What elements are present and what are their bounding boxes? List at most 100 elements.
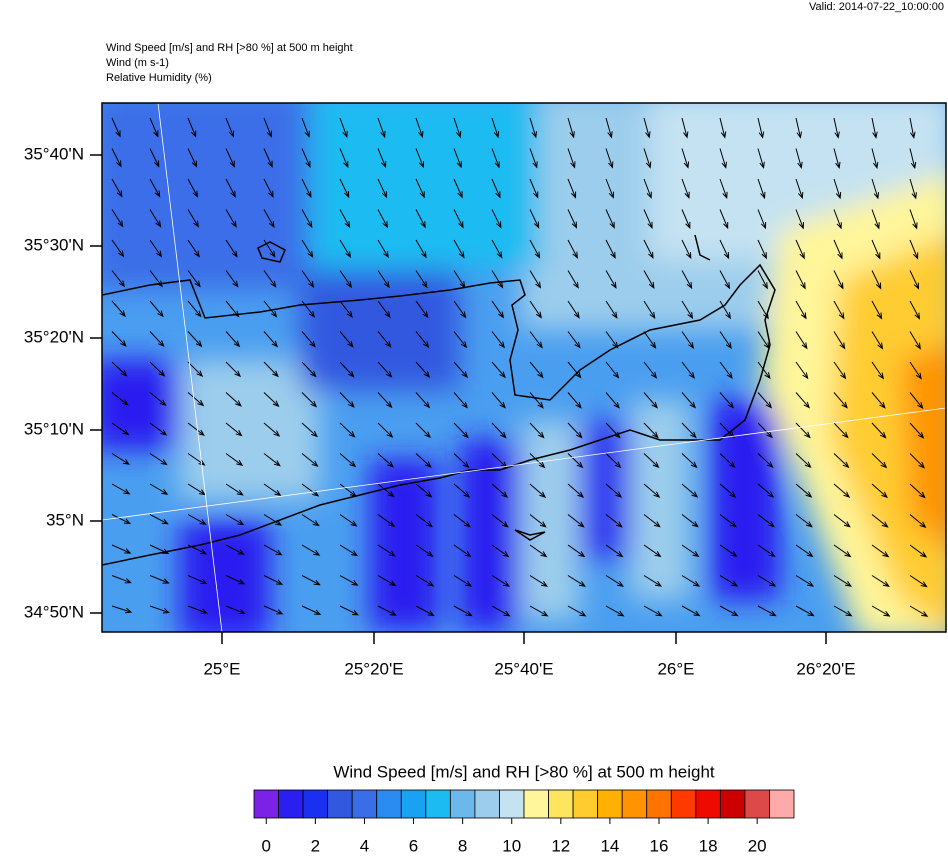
wind-arrow	[681, 148, 690, 169]
wind-arrow	[111, 361, 128, 377]
colorbar-tick-label: 4	[360, 836, 369, 854]
wind-arrow	[225, 270, 239, 288]
wind-arrow	[111, 270, 126, 288]
wind-arrow	[605, 605, 625, 617]
wind-arrow	[453, 392, 468, 409]
wind-arrow	[263, 575, 284, 585]
wind-arrow	[301, 300, 316, 318]
wind-arrow	[377, 148, 387, 169]
colorbar-swatch	[744, 789, 770, 819]
wind-arrow	[909, 575, 928, 588]
wind-arrow	[529, 392, 544, 409]
wind-arrow	[187, 239, 200, 258]
wind-arrow	[149, 300, 164, 318]
wind-arrow	[681, 270, 693, 290]
wind-arrow	[415, 209, 426, 229]
wind-arrow	[225, 514, 245, 526]
wind-arrow	[263, 209, 275, 228]
wind-arrow	[415, 544, 434, 557]
wind-arrow	[757, 209, 767, 230]
wind-arrow	[263, 117, 272, 138]
wind-arrow	[415, 331, 430, 349]
wind-arrow	[339, 544, 359, 557]
wind-arrow	[301, 361, 317, 378]
wind-arrow	[491, 483, 509, 498]
wind-arrow	[909, 422, 925, 439]
wind-arrow	[377, 331, 392, 348]
wind-arrow	[453, 605, 473, 617]
wind-arrow	[757, 544, 776, 558]
wind-arrow	[453, 483, 471, 498]
wind-arrow	[491, 239, 503, 259]
wind-arrow	[225, 453, 244, 467]
wind-arrow	[453, 514, 471, 528]
wind-arrow	[643, 422, 659, 439]
wind-arrow	[567, 514, 585, 528]
wind-arrow	[111, 392, 129, 406]
wind-arrow	[757, 270, 768, 290]
wind-arrow	[681, 575, 701, 587]
wind-arrow	[795, 605, 815, 617]
wind-arrow	[719, 300, 732, 320]
wind-arrow	[719, 270, 731, 290]
wind-arrow	[681, 392, 696, 409]
wind-arrow	[225, 209, 237, 228]
wind-arrow	[453, 300, 467, 319]
wind-arrow	[643, 117, 651, 139]
wind-arrow	[795, 544, 814, 558]
wind-arrow	[491, 300, 505, 319]
wind-arrow	[605, 361, 620, 379]
wind-arrow	[833, 331, 846, 350]
wind-arrow	[187, 361, 204, 377]
colorbar-swatch	[376, 789, 402, 819]
wind-arrow	[871, 483, 888, 499]
wind-arrow	[491, 270, 504, 289]
colorbar-swatch	[695, 789, 721, 819]
wind-arrow	[795, 209, 804, 230]
wind-arrow	[681, 300, 694, 320]
wind-arrow	[453, 361, 468, 379]
wind-arrow	[757, 575, 777, 587]
wind-arrow	[795, 117, 802, 139]
wind-arrow	[567, 270, 579, 289]
wind-arrow	[795, 514, 813, 528]
wind-arrow	[871, 148, 879, 170]
wind-arrow	[643, 575, 663, 587]
wind-arrow	[453, 544, 472, 558]
wind-arrow	[453, 239, 465, 259]
wind-arrow	[833, 178, 842, 200]
wind-arrow	[491, 361, 506, 379]
wind-arrow	[567, 361, 582, 379]
wind-arrow	[415, 605, 435, 617]
wind-arrow	[719, 514, 737, 528]
wind-arrow	[149, 239, 163, 258]
wind-arrow	[605, 392, 620, 409]
wind-arrow	[187, 209, 199, 228]
wind-arrow	[491, 148, 500, 169]
wind-arrow	[263, 239, 276, 258]
wind-arrow	[339, 117, 348, 138]
wind-arrow	[833, 575, 853, 587]
wind-arrow	[149, 422, 168, 436]
colorbar-swatch	[351, 789, 378, 819]
wind-arrow	[529, 422, 545, 439]
wind-arrow	[339, 575, 359, 586]
wind-arrow	[263, 331, 279, 348]
wind-arrow	[453, 117, 462, 139]
wind-arrows	[111, 117, 929, 617]
wind-arrow	[339, 270, 353, 289]
wind-arrow	[225, 331, 241, 348]
colorbar-swatch	[597, 789, 623, 819]
colorbar: 0 2 4 6 8 10 12 14 16 18 20	[253, 789, 795, 855]
wind-arrow	[605, 209, 615, 229]
wind-arrow	[111, 209, 124, 228]
wind-arrow	[111, 422, 130, 436]
wind-arrow	[263, 453, 281, 467]
wind-arrow	[339, 300, 353, 318]
wind-arrow	[415, 300, 429, 319]
wind-arrow	[757, 483, 775, 498]
wind-arrow	[909, 331, 921, 350]
lat-axis: 35°40'N 35°30'N 35°20'N 35°10'N 35°N 34°50'N	[24, 144, 102, 621]
wind-arrow	[567, 239, 578, 259]
wind-arrow	[491, 605, 511, 617]
